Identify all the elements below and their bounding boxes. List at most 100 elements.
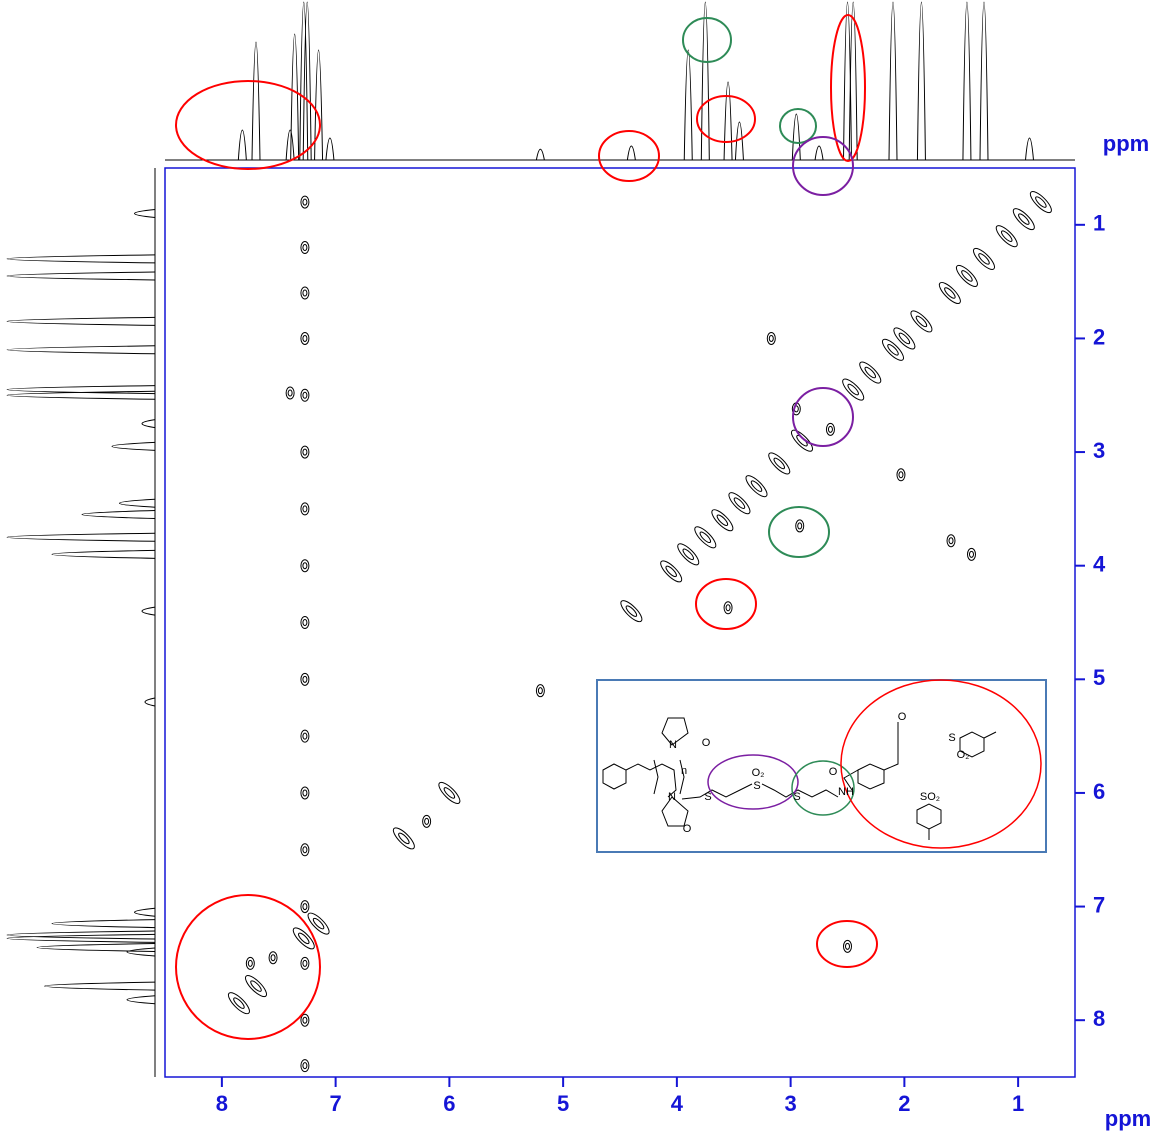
top-projection-peak <box>315 50 323 160</box>
cross-peak-core <box>625 604 638 617</box>
cross-peak-core <box>303 676 307 682</box>
cross-peak <box>967 548 975 560</box>
cross-peak-core <box>312 917 325 930</box>
cross-peak-core <box>682 548 695 561</box>
left-projection-peak <box>135 209 156 217</box>
cross-peak <box>286 387 294 399</box>
top-projection-peak <box>286 130 294 160</box>
top-projection-peak <box>980 2 988 160</box>
cross-peak <box>301 730 309 742</box>
cross-peak-core <box>699 531 712 544</box>
structure-label: S <box>704 791 711 803</box>
structure-label: S <box>793 791 800 803</box>
structure-label: N <box>669 739 677 751</box>
cross-peak <box>301 901 309 913</box>
cross-peak-core <box>303 904 307 910</box>
highlight-circle <box>793 137 853 195</box>
x-tick-label: 8 <box>216 1091 228 1116</box>
x-tick-label: 4 <box>671 1091 684 1116</box>
left-projection-peak <box>52 920 155 928</box>
top-projection-peak <box>238 130 246 160</box>
cross-peak-core <box>303 199 307 205</box>
left-projection-peak <box>37 943 155 951</box>
structure-label: S <box>948 732 955 744</box>
top-projection-peak <box>889 2 897 160</box>
y-tick-label: 2 <box>1093 324 1105 349</box>
plot-frame <box>165 168 1075 1077</box>
highlight-circle <box>817 921 877 967</box>
left-projection-peak <box>112 442 155 450</box>
cross-peak <box>301 389 309 401</box>
cross-peak <box>269 952 277 964</box>
chart: ppm ppm <box>0 0 1161 1136</box>
cross-peak-core <box>898 332 911 345</box>
cross-peak-core <box>443 786 456 799</box>
structure-label: O₂ <box>752 767 765 779</box>
y-tick-label: 6 <box>1093 779 1105 804</box>
cross-peak <box>692 524 719 551</box>
cross-peak <box>947 535 955 547</box>
top-projection-peak <box>724 82 732 160</box>
x-tick-label: 6 <box>443 1091 455 1116</box>
left-projection-peak <box>145 698 155 706</box>
cross-peak-core <box>248 960 252 966</box>
top-projection-peak <box>536 149 544 160</box>
cross-peak <box>1010 206 1037 233</box>
y-tick-label: 7 <box>1093 892 1105 917</box>
cross-peak <box>840 376 867 403</box>
left-projection-peak <box>142 420 155 428</box>
cross-peak-core <box>798 523 802 529</box>
cross-peak <box>301 673 309 685</box>
cross-peak <box>844 940 852 952</box>
cross-peak-core <box>977 252 990 265</box>
cross-peak-core <box>288 390 292 396</box>
cross-peak <box>301 332 309 344</box>
cross-peak-core <box>303 620 307 626</box>
left-projection-peak <box>52 550 155 558</box>
cross-peak-core <box>899 472 903 478</box>
top-projection-peak <box>815 146 823 160</box>
cross-peak-core <box>1017 212 1030 225</box>
structure-label: SO₂ <box>920 791 940 803</box>
cross-peak <box>618 598 645 625</box>
left-projection-peak <box>82 511 155 519</box>
top-projection-peak <box>917 2 925 160</box>
cross-peak <box>301 196 309 208</box>
cross-peak-core <box>397 832 410 845</box>
cross-peak <box>226 990 253 1017</box>
cross-peak-core <box>664 565 677 578</box>
cross-peak-core <box>271 955 275 961</box>
structure-label: O <box>829 766 838 778</box>
cross-peak <box>301 787 309 799</box>
structure-label: N <box>668 791 676 803</box>
top-projection-peak <box>252 42 260 160</box>
cross-peak-core <box>773 457 786 470</box>
cross-peak <box>436 780 463 807</box>
cross-peak-core <box>303 563 307 569</box>
y-tick-label: 4 <box>1093 552 1106 577</box>
cross-peak <box>301 1060 309 1072</box>
cross-peak <box>301 242 309 254</box>
left-projection-peak <box>127 948 155 956</box>
cross-peak <box>908 308 935 335</box>
cross-peak <box>675 541 702 568</box>
highlight-circle <box>176 895 320 1039</box>
cross-peak-core <box>303 790 307 796</box>
cross-peak <box>971 245 998 272</box>
cross-peak-core <box>915 315 928 328</box>
cross-peak-core <box>249 979 262 992</box>
structure-label: O₂ <box>957 749 970 761</box>
cross-peak <box>897 469 905 481</box>
cross-peak <box>857 359 884 386</box>
cross-peak-core <box>960 269 973 282</box>
cross-peak-core <box>726 605 730 611</box>
cross-peak-core <box>538 688 542 694</box>
x-tick-label: 5 <box>557 1091 569 1116</box>
cross-peak-core <box>303 245 307 251</box>
cross-peak-core <box>303 506 307 512</box>
cross-peak <box>993 223 1020 250</box>
cross-peak-core <box>303 1063 307 1069</box>
cross-peak-core <box>969 551 973 557</box>
cross-peak-core <box>303 847 307 853</box>
